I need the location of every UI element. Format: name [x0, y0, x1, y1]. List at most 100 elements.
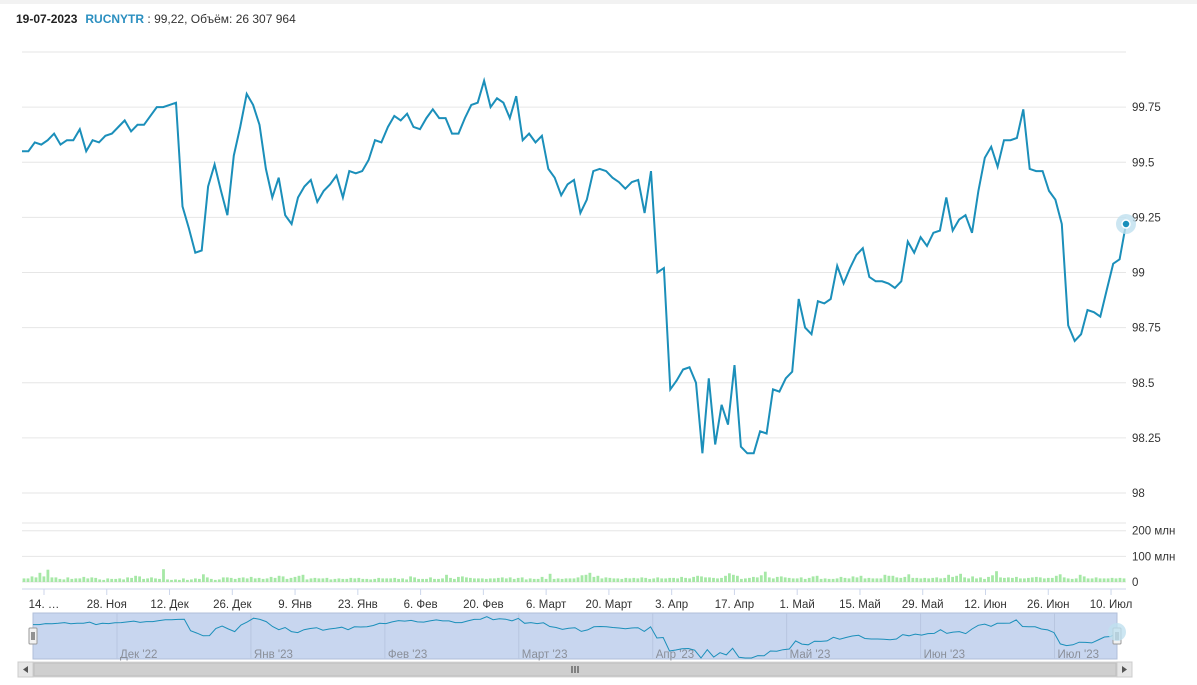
volume-bar [480, 578, 484, 582]
volume-bar [660, 578, 664, 582]
volume-bar [1098, 578, 1102, 582]
navigator-label: Янв '23 [254, 649, 293, 661]
volume-bar [616, 578, 620, 582]
volume-bar [1007, 577, 1010, 582]
volume-bar [931, 577, 935, 582]
volume-bar [696, 575, 699, 582]
volume-bar [190, 579, 193, 582]
volume-bar [233, 578, 237, 582]
volume-bar [748, 577, 751, 582]
volume-bar [736, 575, 739, 582]
volume-bar [1114, 578, 1118, 582]
volume-bar [795, 578, 799, 582]
volume-bar [110, 578, 114, 582]
navigator-label: Март '23 [522, 649, 568, 661]
scroll-left-button[interactable] [17, 661, 34, 678]
volume-bar [951, 576, 954, 582]
navigator-label: Апр '23 [656, 649, 694, 661]
volume-bar [62, 579, 66, 582]
scroll-right-button[interactable] [1116, 661, 1133, 678]
volume-bar [178, 579, 181, 582]
volume-bar [752, 576, 755, 582]
y-tick-label: 99.25 [1132, 212, 1161, 224]
volume-bar [94, 577, 98, 582]
y-tick-label: 99.5 [1132, 157, 1154, 169]
volume-bar [205, 577, 209, 582]
volume-bar [568, 578, 572, 582]
navigator-label: Фев '23 [388, 649, 427, 661]
volume-bar [365, 578, 369, 582]
x-tick-label: 23. Янв [338, 599, 378, 611]
volume-bar [692, 576, 695, 582]
volume-bar [221, 577, 225, 582]
volume-bar [1054, 575, 1058, 582]
volume-bar [732, 574, 735, 582]
volume-bar [38, 572, 42, 582]
selected-date: 19-07-2023 [16, 12, 78, 26]
x-tick-label: 28. Ноя [87, 599, 127, 611]
navigator-series-line [33, 616, 1118, 659]
volume-bar [150, 577, 153, 582]
volume-bar [337, 578, 341, 582]
volume-bar [461, 576, 464, 582]
volume-bar [130, 577, 133, 582]
volume-bar [624, 577, 628, 582]
volume-bar [1106, 578, 1110, 582]
scrollbar-thumb[interactable] [33, 662, 1117, 677]
volume-bar [1034, 576, 1038, 582]
volume-bar [819, 578, 823, 582]
volume-bar [389, 578, 393, 582]
volume-bar [345, 578, 349, 582]
volume-bar [317, 578, 321, 582]
volume-bar [309, 578, 313, 582]
volume-bar [939, 578, 943, 582]
volume-bar [779, 576, 783, 582]
volume-bar [417, 578, 420, 582]
volume-bar [720, 577, 723, 582]
volume-bar [975, 578, 978, 582]
last-point-marker[interactable] [1116, 213, 1136, 234]
navigator-label: Дек '22 [120, 649, 157, 661]
volume-bar [1019, 578, 1022, 582]
volume-bar [46, 569, 50, 582]
x-tick-label: 6. Март [526, 599, 567, 611]
volume-bar [492, 578, 496, 582]
navigator-handle-left[interactable] [28, 627, 38, 645]
volume-bar [1023, 578, 1026, 582]
volume-bar [273, 577, 277, 582]
volume-bar [967, 578, 970, 582]
scrollbar[interactable] [17, 661, 1133, 678]
navigator[interactable]: Дек '22 Янв '23 Фев '23 Март '23 Апр '23 Май … [28, 612, 1126, 661]
volume-bar [556, 578, 560, 582]
volume-bar [469, 577, 472, 582]
volume-bar [484, 578, 488, 582]
navigator-label: Июл '23 [1058, 649, 1100, 661]
volume-bar [289, 577, 293, 582]
volume-bar [217, 579, 221, 582]
navigator-last-point [1108, 623, 1126, 641]
volume-bar [688, 578, 691, 582]
volume-bar [983, 578, 986, 582]
volume-bar [186, 579, 189, 582]
volume-bar [166, 579, 169, 582]
price-series-line[interactable] [22, 76, 1127, 455]
volume-bar [293, 576, 297, 582]
y-tick-label: 98.75 [1132, 323, 1161, 335]
volume-bar [58, 578, 62, 582]
volume-bar [807, 577, 811, 582]
volume-bar [979, 577, 982, 582]
volume-bar [229, 577, 233, 582]
volume-bar [500, 577, 504, 582]
x-tick-label: 20. Фев [463, 599, 503, 611]
volume-bar [903, 576, 907, 582]
volume-bar [78, 578, 82, 582]
volume-bar [106, 578, 110, 582]
volume-bar [445, 574, 448, 582]
volume-bar [548, 573, 552, 582]
volume-bar [843, 577, 847, 582]
selected-value: 99,22 [154, 12, 185, 26]
volume-bar [600, 578, 604, 582]
x-tick-label: 3. Апр [655, 599, 688, 611]
volume-bar [1110, 577, 1114, 582]
